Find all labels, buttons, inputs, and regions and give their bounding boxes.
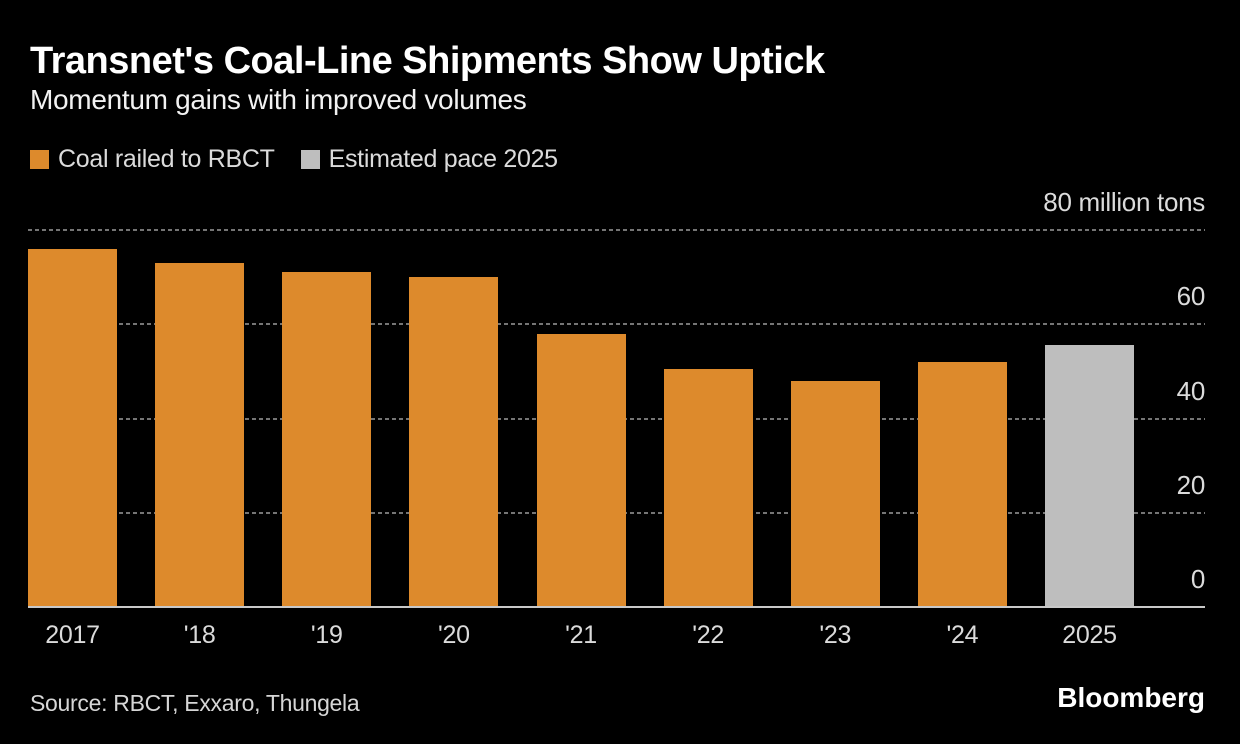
y-tick-label-80: 80 million tons — [1043, 187, 1205, 217]
y-tick-label-40: 40 — [1176, 375, 1206, 406]
x-tick-label-21: '21 — [565, 621, 597, 649]
bar-20 — [409, 277, 499, 607]
bar-23 — [790, 380, 880, 607]
x-tick-label-23: '23 — [819, 621, 852, 649]
source-note: Source: RBCT, Exxaro, Thungela — [30, 690, 360, 716]
x-tick-label-22: '22 — [692, 621, 724, 649]
chart-title: Transnet's Coal-Line Shipments Show Upti… — [30, 40, 825, 82]
y-tick-label-60: 60 — [1176, 281, 1206, 312]
x-axis-baseline — [28, 606, 1205, 608]
bar-21 — [536, 333, 626, 607]
bar-19 — [282, 272, 372, 607]
legend-item-estimate: Estimated pace 2025 — [300, 145, 558, 174]
legend-label-estimate: Estimated pace 2025 — [328, 145, 558, 173]
x-tick-label-18: '18 — [183, 621, 216, 649]
x-tick-label-20: '20 — [438, 621, 470, 649]
legend-swatch-coal-icon — [30, 150, 49, 169]
bar-18 — [155, 262, 245, 607]
x-tick-label-24: '24 — [946, 621, 979, 649]
legend-item-coal: Coal railed to RBCT — [30, 145, 275, 174]
bar-22 — [663, 369, 753, 607]
y-tick-label-0: 0 — [1190, 564, 1205, 594]
gridline-60 — [28, 323, 1205, 326]
bar-24 — [917, 361, 1007, 607]
bloomberg-logo: Bloomberg — [1057, 682, 1205, 713]
x-tick-label-2017: 2017 — [45, 621, 100, 649]
x-tick-label-19: '19 — [310, 621, 343, 649]
bar-2025 — [1045, 345, 1134, 607]
chart-subtitle: Momentum gains with improved volumes — [30, 84, 527, 115]
legend-swatch-estimate-icon — [300, 150, 320, 169]
gridline-80 — [28, 229, 1205, 231]
legend-label-coal: Coal railed to RBCT — [58, 145, 275, 173]
x-tick-label-2025: 2025 — [1062, 621, 1117, 649]
legend: Coal railed to RBCT Estimated pace 2025 — [30, 145, 558, 174]
bar-2017 — [28, 248, 117, 607]
y-tick-label-20: 20 — [1176, 469, 1206, 500]
